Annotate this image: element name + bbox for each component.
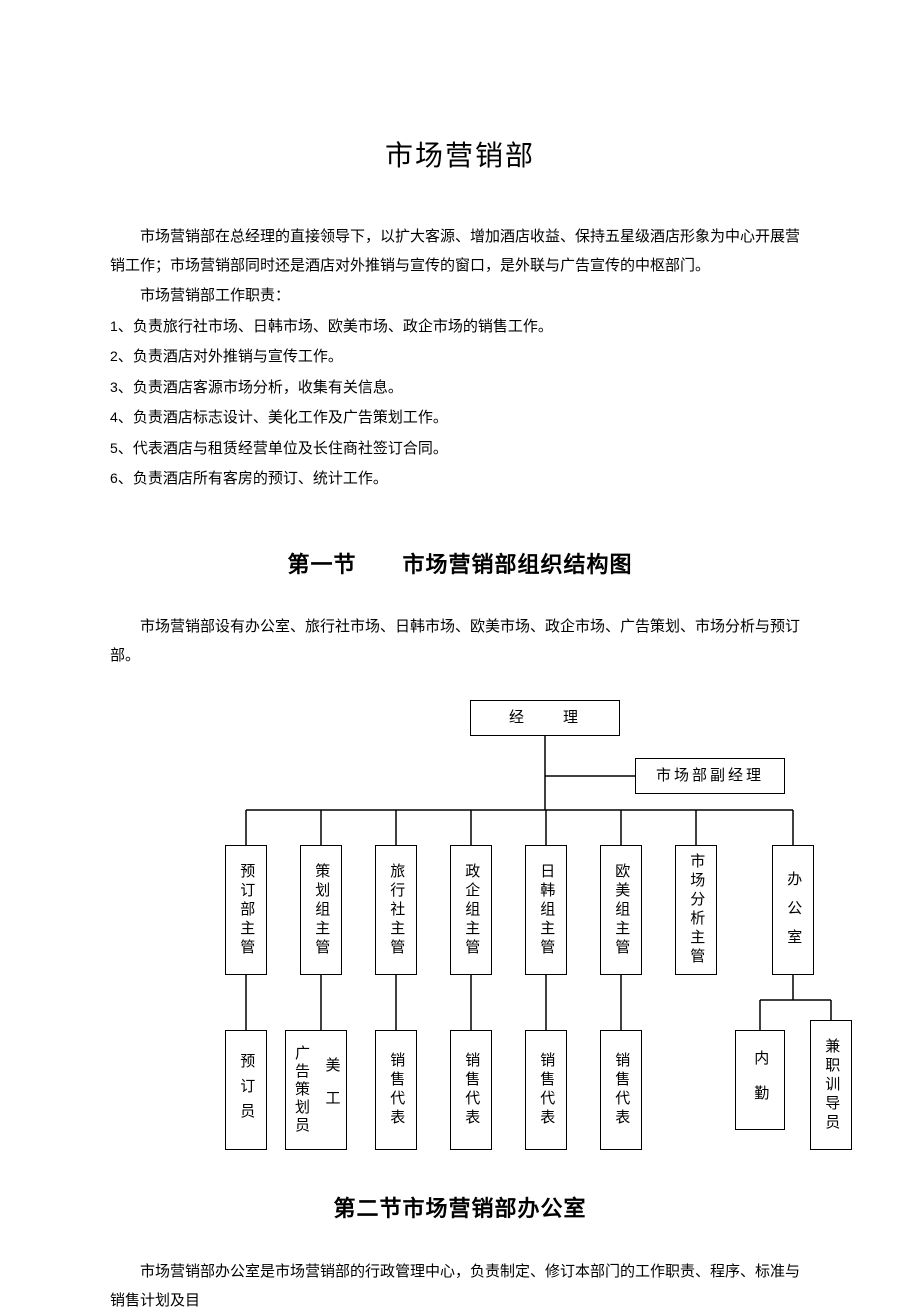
org-box-l2-5: 欧美组主管 xyxy=(600,845,642,975)
org-box-l3-double: 广告策划员 美工 xyxy=(285,1030,347,1150)
org-box-l2-2: 旅行社主管 xyxy=(375,845,417,975)
org-box-l2-4: 日韩组主管 xyxy=(525,845,567,975)
org-box-l3-3: 销售代表 xyxy=(450,1030,492,1150)
page-title: 市场营销部 xyxy=(110,130,810,183)
org-chart: 经 理 市场部副经理 预订部主管 策划组主管 旅行社主管 政企组主管 日韩组主管… xyxy=(190,700,890,1180)
org-box-l3-5: 销售代表 xyxy=(600,1030,642,1150)
org-box-l3-7: 兼职训导员 xyxy=(810,1020,852,1150)
org-box-l3-2: 销售代表 xyxy=(375,1030,417,1150)
duties-heading: 市场营销部工作职责： xyxy=(110,282,810,311)
org-box-l3-0: 预订员 xyxy=(225,1030,267,1150)
org-box-manager: 经 理 xyxy=(470,700,620,736)
duty-item: 5、代表酒店与租赁经营单位及长住商社签订合同。 xyxy=(110,435,810,464)
duty-item: 2、负责酒店对外推销与宣传工作。 xyxy=(110,343,810,372)
org-box-l3-6: 内勤 xyxy=(735,1030,785,1130)
duties-list: 1、负责旅行社市场、日韩市场、欧美市场、政企市场的销售工作。 2、负责酒店对外推… xyxy=(110,313,810,494)
section-1-desc: 市场营销部设有办公室、旅行社市场、日韩市场、欧美市场、政企市场、广告策划、市场分… xyxy=(110,613,810,670)
section-1-title: 第一节 市场营销部组织结构图 xyxy=(110,544,810,586)
org-box-l2-0: 预订部主管 xyxy=(225,845,267,975)
duty-item: 3、负责酒店客源市场分析，收集有关信息。 xyxy=(110,374,810,403)
org-box-deputy: 市场部副经理 xyxy=(635,758,785,794)
intro-paragraph: 市场营销部在总经理的直接领导下，以扩大客源、增加酒店收益、保持五星级酒店形象为中… xyxy=(110,223,810,280)
section-2-desc: 市场营销部办公室是市场营销部的行政管理中心，负责制定、修订本部门的工作职责、程序… xyxy=(110,1258,810,1315)
duty-item: 4、负责酒店标志设计、美化工作及广告策划工作。 xyxy=(110,404,810,433)
org-box-l2-6: 市场分析主管 xyxy=(675,845,717,975)
org-box-l2-3: 政企组主管 xyxy=(450,845,492,975)
org-box-l3-4: 销售代表 xyxy=(525,1030,567,1150)
section-2-title: 第二节市场营销部办公室 xyxy=(110,1188,810,1230)
org-box-l2-7: 办公室 xyxy=(772,845,814,975)
duty-item: 6、负责酒店所有客房的预订、统计工作。 xyxy=(110,465,810,494)
duty-item: 1、负责旅行社市场、日韩市场、欧美市场、政企市场的销售工作。 xyxy=(110,313,810,342)
org-box-l2-1: 策划组主管 xyxy=(300,845,342,975)
